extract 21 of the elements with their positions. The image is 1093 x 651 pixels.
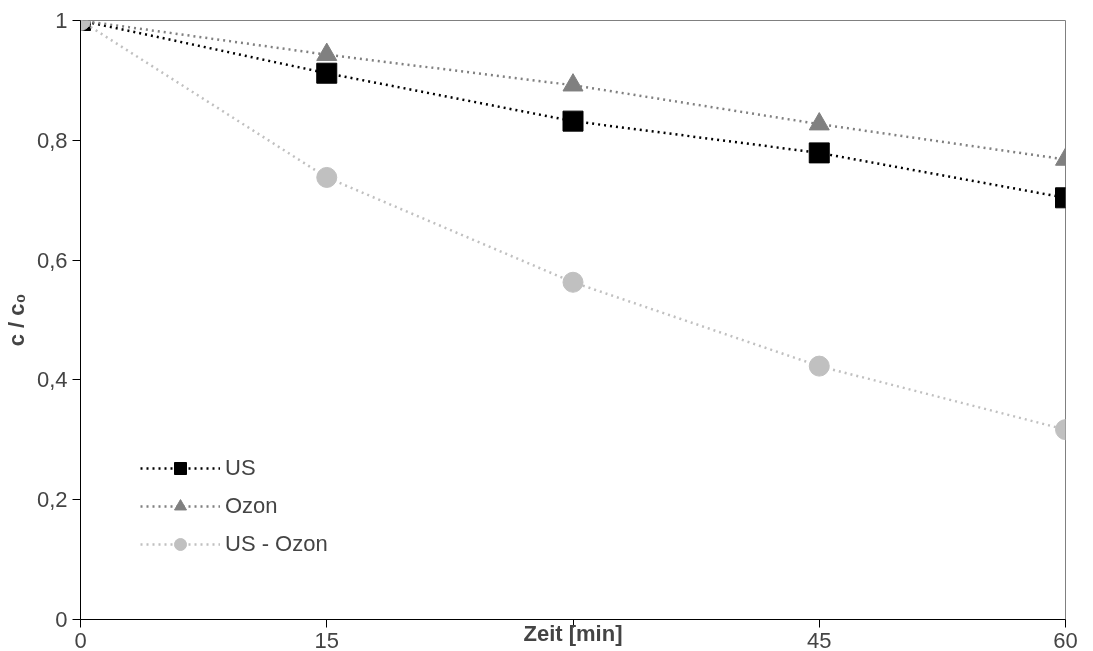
- legend-label: US: [225, 455, 256, 481]
- y-tick-label: 1: [55, 8, 68, 33]
- x-tick-label: 0: [74, 627, 87, 651]
- x-tick-label: 15: [314, 627, 339, 651]
- y-axis-title: c / c₀: [3, 293, 29, 347]
- legend-label: US - Ozon: [225, 531, 328, 557]
- point: [808, 355, 830, 377]
- x-axis-title: Zeit [min]: [523, 620, 623, 646]
- y-tick-label: 0,4: [36, 367, 68, 393]
- y-tick-label: 0,2: [36, 487, 68, 513]
- point: [562, 271, 584, 293]
- point: [316, 166, 338, 188]
- x-tick-label: 60: [1053, 627, 1078, 651]
- point: [316, 62, 338, 84]
- point: [562, 110, 584, 132]
- y-tick-label: 0,8: [36, 127, 68, 153]
- legend-label: Ozon: [225, 493, 278, 519]
- y-tick-label: 0: [55, 607, 68, 632]
- point: [808, 142, 830, 164]
- x-tick-label: 45: [807, 627, 832, 651]
- y-tick-label: 0,6: [36, 247, 68, 273]
